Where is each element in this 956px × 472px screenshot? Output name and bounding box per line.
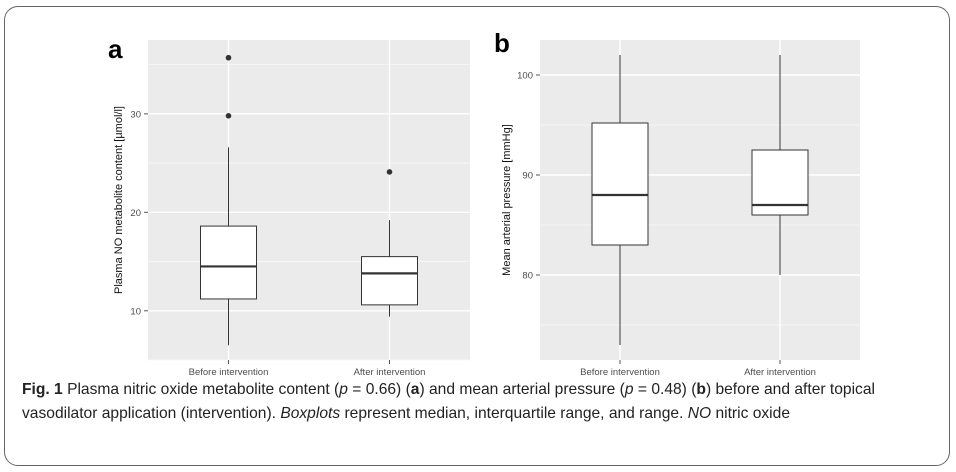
caption-text: ) and mean arterial pressure ( (419, 381, 625, 398)
box-after-intervention (751, 55, 809, 275)
y-axis-label: Plasma NO metabolite content [µmol/l] (113, 106, 125, 294)
x-tick-label: After intervention (744, 367, 816, 378)
caption-panel-a-ref: a (410, 381, 420, 398)
panel-label: b (494, 28, 510, 58)
caption-text: Plasma nitric oxide metabolite content ( (62, 381, 340, 398)
panel-a: 10 20 30 Before intervention After intervent… (108, 34, 470, 378)
caption-boxplots-term: Boxplots (280, 405, 341, 422)
outlier-point (225, 113, 232, 119)
caption-text: represent median, interquartile range, a… (340, 405, 688, 422)
caption-text: = 0.48) ( (633, 381, 697, 398)
caption-p-symbol: p (339, 381, 348, 398)
iqr-box (591, 122, 649, 246)
box-before-intervention (200, 54, 257, 346)
plot-background (148, 40, 470, 360)
y-tick-label: 10 (130, 306, 141, 317)
box-after-intervention (361, 169, 418, 317)
caption-fig-label: Fig. 1 (22, 381, 63, 398)
caption-panel-b-ref: b (696, 381, 706, 398)
caption-text: nitric oxide (711, 405, 790, 422)
box-before-intervention (591, 55, 649, 345)
x-tick-label: After intervention (354, 367, 426, 378)
panel-b: 80 90 100 Before intervention After interven… (494, 28, 860, 378)
iqr-box (200, 225, 257, 300)
y-tick-label: 20 (130, 208, 141, 219)
iqr-box (361, 256, 418, 306)
caption-text: = 0.66) ( (347, 381, 411, 398)
caption-text: ) before and after topical vasodilator a… (22, 381, 875, 422)
panel-label: a (108, 34, 123, 64)
x-tick-label: Before intervention (189, 367, 269, 378)
plot-background (540, 40, 860, 360)
caption-no-abbrev: NO (687, 405, 712, 422)
figure-caption: Fig. 1 Plasma nitric oxide metabolite co… (22, 378, 940, 426)
y-tick-label: 100 (517, 71, 533, 82)
outlier-point (225, 54, 232, 61)
y-axis-label: Mean arterial pressure [mmHg] (501, 124, 513, 276)
y-tick-label: 80 (522, 271, 533, 282)
y-tick-label: 90 (522, 171, 533, 182)
outlier-point (386, 169, 393, 175)
caption-p-symbol: p (624, 381, 634, 398)
figure-frame (4, 6, 950, 466)
x-tick-label: Before intervention (580, 367, 660, 378)
y-tick-label: 30 (130, 109, 141, 120)
